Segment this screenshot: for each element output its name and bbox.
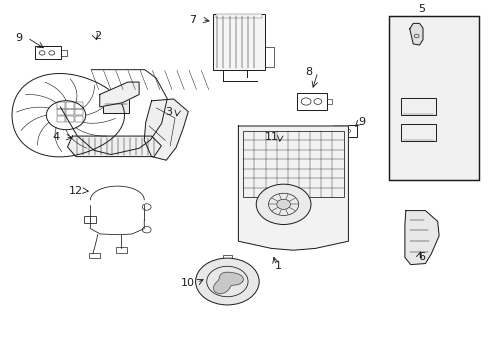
Text: 7: 7 (189, 15, 196, 25)
Bar (89, 253, 100, 258)
Bar (326, 99, 331, 104)
Text: 8: 8 (305, 67, 312, 77)
Bar (75, 102, 83, 109)
Text: 9: 9 (15, 33, 22, 43)
Bar (84, 216, 96, 223)
Polygon shape (100, 82, 139, 107)
Text: 11: 11 (264, 132, 278, 142)
Text: 2: 2 (94, 31, 101, 41)
Polygon shape (144, 99, 188, 160)
Bar (264, 47, 274, 67)
Bar (61, 50, 66, 56)
Polygon shape (213, 272, 243, 293)
Polygon shape (409, 23, 422, 45)
Text: 5: 5 (417, 4, 424, 14)
Bar (388, 16, 478, 180)
Bar (75, 116, 83, 122)
Bar (66, 109, 74, 115)
Bar (333, 125, 356, 137)
Text: 6: 6 (417, 252, 424, 262)
Polygon shape (404, 211, 438, 265)
Text: 4: 4 (53, 132, 60, 142)
Bar (215, 14, 262, 18)
Text: 10: 10 (181, 278, 195, 288)
Text: 12: 12 (69, 186, 82, 196)
Bar (243, 131, 343, 197)
Bar (57, 102, 65, 109)
Bar (102, 93, 129, 113)
Bar (35, 46, 61, 59)
Circle shape (195, 258, 259, 305)
Bar (400, 124, 435, 141)
Bar (400, 98, 435, 115)
Text: 1: 1 (275, 261, 282, 271)
Bar (275, 137, 295, 151)
Polygon shape (238, 126, 347, 250)
Circle shape (256, 184, 310, 225)
Bar (75, 109, 83, 115)
Circle shape (276, 199, 290, 210)
Bar (213, 14, 264, 70)
Text: 9: 9 (358, 117, 365, 127)
Bar (297, 93, 326, 110)
Bar (66, 102, 74, 109)
Polygon shape (67, 136, 161, 157)
Bar (66, 116, 74, 122)
Bar (57, 109, 65, 115)
Bar (57, 116, 65, 122)
Text: 3: 3 (165, 107, 172, 117)
Bar (222, 255, 232, 260)
Bar (116, 247, 127, 253)
